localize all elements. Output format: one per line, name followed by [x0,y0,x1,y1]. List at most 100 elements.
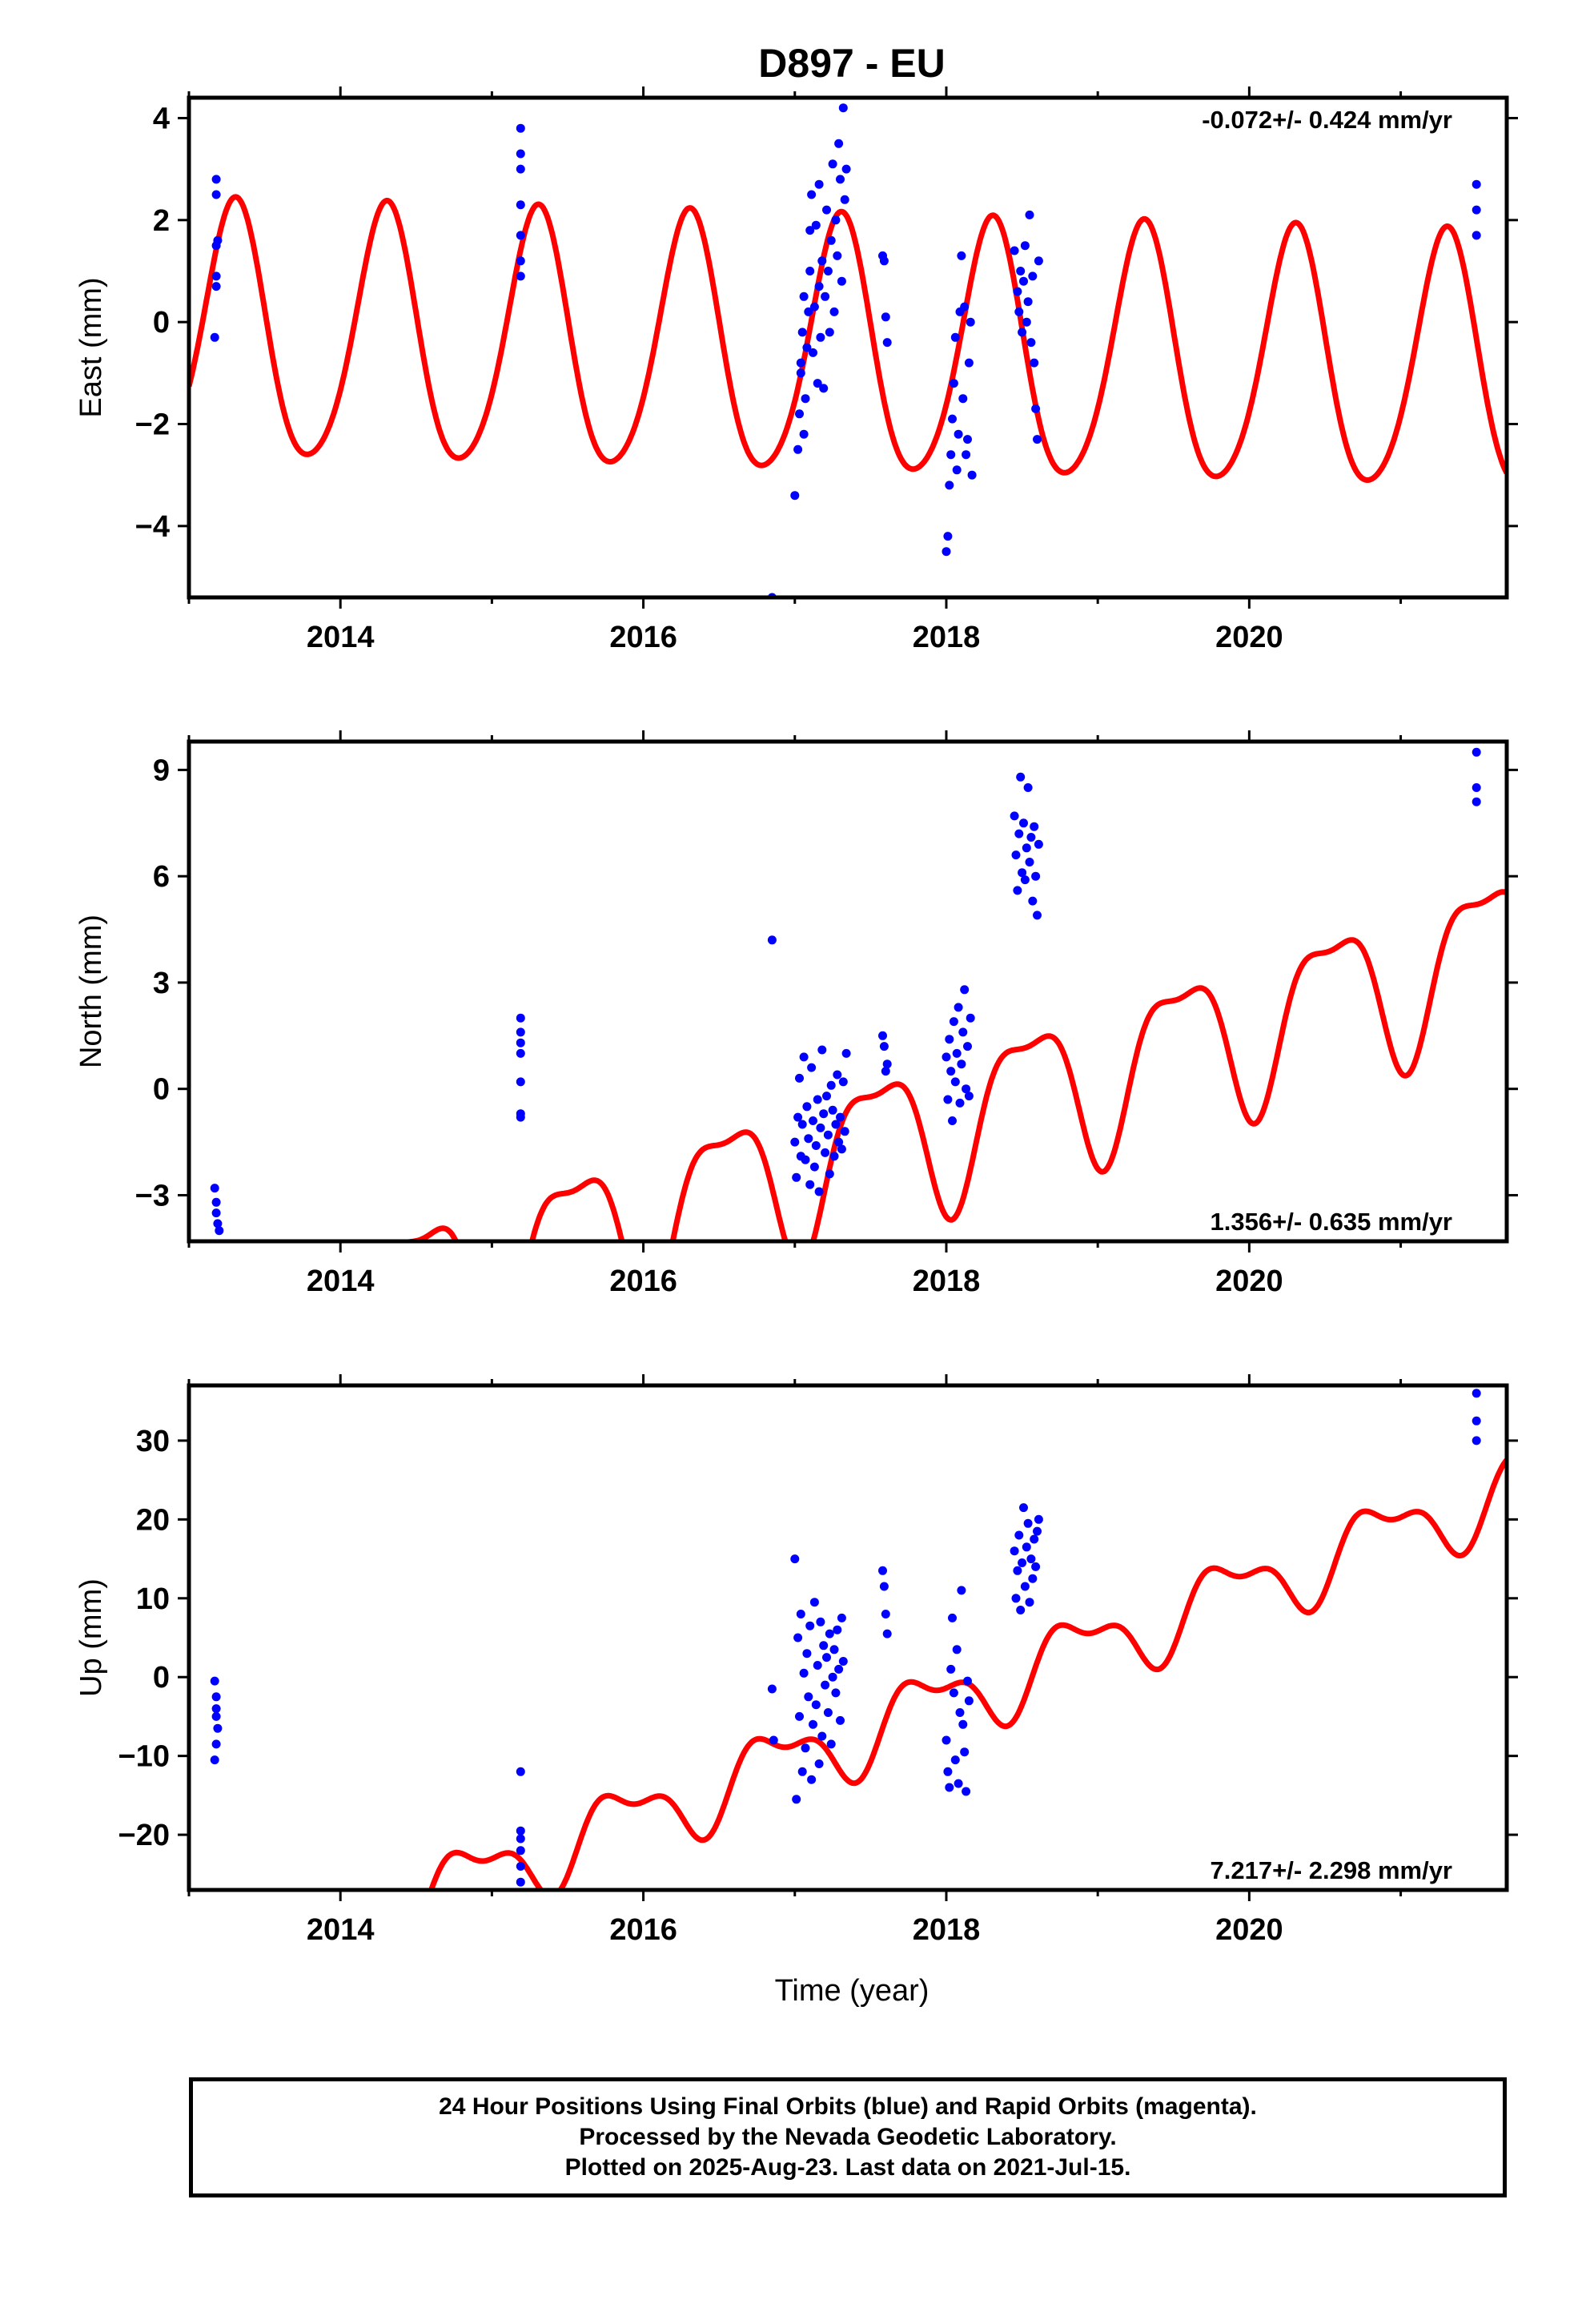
east-data-point [796,368,805,378]
north-y-axis-label: North (mm) [74,915,108,1068]
north-data-point [966,1013,975,1023]
north-data-point [805,1180,815,1189]
up-data-point [213,1723,223,1733]
north-data-point [1022,843,1031,853]
north-data-point [825,1169,834,1179]
east-data-point [814,282,824,292]
east-model-curve [189,194,1507,483]
east-data-point [1028,271,1038,281]
up-data-point [950,1755,960,1765]
north-data-point [1031,871,1041,881]
east-data-point [1020,241,1030,251]
north-xtick-label-2020: 2020 [1215,1265,1283,1298]
up-data-point [828,1672,837,1682]
up-data-point [1022,1542,1031,1552]
north-frame [187,739,1509,1244]
up-ytick-label-3: 10 [136,1582,170,1616]
north-data-point [1016,772,1026,782]
up-ytick-label-5: 30 [136,1425,170,1458]
east-data-point [816,332,825,342]
caption-line-1: 24 Hour Positions Using Final Orbits (bl… [439,2093,1257,2120]
east-data-point [819,384,829,393]
up-data-point [836,1715,845,1725]
up-data-point [799,1668,809,1678]
east-data-point [1019,276,1028,286]
north-data-point [829,1152,839,1161]
east-ytick-label-0: −4 [135,510,170,544]
up-data-point [819,1641,829,1651]
north-data-point [943,1095,953,1104]
north-data-point [833,1070,842,1080]
up-ytick-label-1: −10 [118,1740,170,1774]
east-data-point [1472,179,1481,189]
up-data-point [962,1787,971,1796]
east-data-point [822,205,831,215]
up-data-point [790,1554,800,1564]
north-data-point [1010,811,1019,821]
up-data-point [1020,1582,1030,1591]
east-data-point [946,450,956,460]
north-data-point [814,1187,824,1196]
east-data-point [957,251,966,260]
caption-line-3: Plotted on 2025-Aug-23. Last data on 202… [564,2154,1131,2181]
north-data-point [948,1116,957,1125]
up-data-point [949,1688,958,1698]
north-data-point [211,1197,221,1207]
north-data-point [1018,868,1027,878]
east-data-point [879,256,889,266]
north-data-point [1020,875,1030,885]
up-data-point [793,1633,803,1642]
north-data-point [881,1067,890,1076]
north-data-point [802,1102,812,1112]
east-data-point [1034,256,1043,266]
up-data-point [809,1598,819,1607]
up-data-point [797,1767,807,1776]
north-data-point [801,1155,810,1164]
caption-box: 24 Hour Positions Using Final Orbits (bl… [189,2077,1507,2197]
east-data-point [1030,358,1039,368]
east-data-point [516,256,525,266]
east-data-point [831,215,841,225]
north-data-point [516,1038,525,1047]
up-data-point [833,1625,842,1634]
east-data-point [793,444,803,454]
up-data-point [945,1783,954,1792]
east-data-point [211,175,221,184]
up-data-point [802,1649,812,1659]
up-data-point [960,1747,970,1757]
east-data-point [837,276,846,286]
up-data-point [1013,1566,1022,1575]
up-data-point [816,1617,825,1626]
up-data-point [1026,1554,1036,1564]
up-data-point [817,1731,827,1741]
north-data-point [1019,818,1028,828]
north-data-point [826,1080,836,1090]
up-data-point [1011,1594,1021,1603]
north-data-point [822,1092,831,1101]
caption-line-2: Processed by the Nevada Geodetic Laborat… [579,2124,1117,2150]
up-data-point [958,1719,968,1729]
north-data-point [950,1077,960,1087]
up-data-point [813,1661,822,1670]
up-data-point [1030,1534,1039,1544]
up-data-point [1014,1530,1024,1540]
up-data-point [516,1846,525,1856]
up-data-point [879,1582,889,1591]
east-data-point [1023,297,1033,307]
east-ytick-label-3: 2 [153,204,170,238]
up-data-point [211,1739,221,1749]
east-data-point [954,429,963,439]
east-data-point [949,379,958,388]
east-data-point [1010,246,1019,255]
east-data-point [834,139,844,148]
east-frame [187,95,1509,600]
north-data-point [793,1112,803,1122]
east-data-point [516,123,525,133]
east-data-point [948,414,957,424]
north-data-point [807,1063,817,1072]
up-data-point [809,1719,817,1729]
up-data-point [211,1704,221,1714]
east-data-point [797,328,807,337]
east-data-point [805,267,815,275]
north-data-point [516,1048,525,1058]
